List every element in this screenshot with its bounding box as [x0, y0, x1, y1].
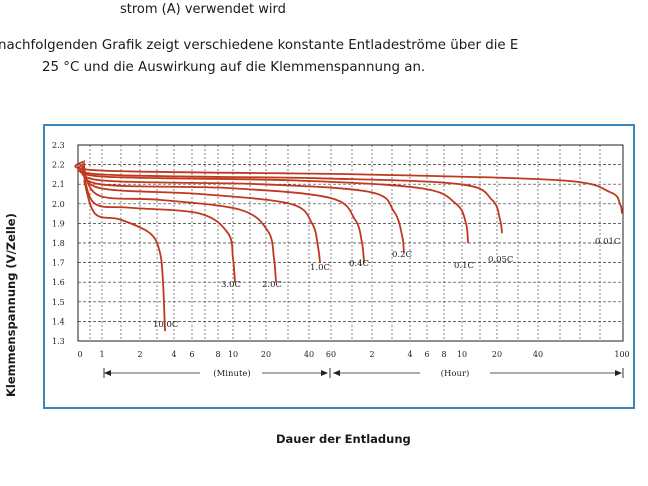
x-tick-label: 8 — [215, 350, 220, 359]
y-tick-label: 1.6 — [52, 278, 65, 287]
x-tick-label: 1 — [99, 350, 104, 359]
series-line-0.1C — [79, 163, 469, 244]
y-axis-label: Klemmenspannung (V/Zelle) — [4, 213, 18, 397]
series-label-10.0C: 10.0C — [153, 320, 178, 330]
x-tick-label: 0 — [77, 350, 82, 359]
x-tick-label: 10 — [457, 350, 467, 359]
series-line-3.0C — [83, 176, 236, 283]
y-tick-label: 1.5 — [52, 298, 65, 307]
hour-unit-label: (Hour) — [441, 368, 470, 379]
intro-line-2: nachfolgenden Grafik zeigt verschiedene … — [0, 38, 519, 53]
y-tick-label: 2.0 — [52, 200, 65, 209]
x-tick-label: 2 — [369, 350, 374, 359]
y-tick-label: 1.4 — [52, 317, 65, 326]
arrow-head-icon — [104, 370, 111, 376]
x-tick-label: 10 — [228, 350, 238, 359]
series-line-10.0C — [83, 179, 166, 332]
series-line-0.2C — [81, 163, 405, 253]
series-label-0.1C: 0.1C — [454, 261, 474, 271]
series-label-2.0C: 2.0C — [262, 280, 282, 290]
x-axis-label: Dauer der Entladung — [276, 432, 411, 446]
x-tick-label: 20 — [492, 350, 502, 359]
series-line-0.4C — [82, 165, 365, 263]
x-tick-label: 8 — [441, 350, 446, 359]
x-tick-label: 6 — [424, 350, 429, 359]
y-tick-label: 2.2 — [52, 161, 65, 170]
series-label-0.2C: 0.2C — [392, 250, 412, 260]
y-tick-label: 2.3 — [52, 141, 65, 150]
y-tick-label: 1.9 — [52, 219, 65, 228]
x-tick-label: 4 — [407, 350, 412, 359]
intro-line-3: 25 °C und die Auswirkung auf die Klemmen… — [42, 60, 426, 75]
series-label-3.0C: 3.0C — [221, 280, 241, 290]
series-label-0.4C: 0.4C — [349, 259, 369, 269]
arrow-head-icon — [321, 370, 328, 376]
x-tick-label: 60 — [326, 350, 336, 359]
plot-area — [77, 144, 624, 342]
x-tick-label: 2 — [137, 350, 142, 359]
series-label-0.05C: 0.05C — [488, 255, 513, 265]
y-tick-label: 1.3 — [52, 337, 65, 346]
arrow-head-icon — [615, 370, 622, 376]
y-tick-label: 1.7 — [52, 259, 65, 268]
x-tick-label: 100 — [614, 350, 629, 359]
x-tick-label: 4 — [171, 350, 176, 359]
series-line-0.05C — [77, 161, 503, 234]
y-tick-label: 1.8 — [52, 239, 65, 248]
x-tick-label: 40 — [533, 350, 543, 359]
x-tick-label: 6 — [189, 350, 194, 359]
series-label-0.01C: 0.01C — [595, 237, 620, 247]
x-tick-label: 40 — [304, 350, 314, 359]
intro-line-1: strom (A) verwendet wird — [120, 2, 286, 17]
y-tick-label: 2.1 — [52, 180, 65, 189]
x-tick-label: 20 — [261, 350, 271, 359]
series-label-1.0C: 1.0C — [310, 263, 330, 273]
minute-unit-label: (Minute) — [213, 368, 250, 379]
series-line-0.01C — [74, 159, 623, 214]
series-line-1.0C — [83, 167, 321, 263]
series-line-2.0C — [83, 171, 277, 283]
